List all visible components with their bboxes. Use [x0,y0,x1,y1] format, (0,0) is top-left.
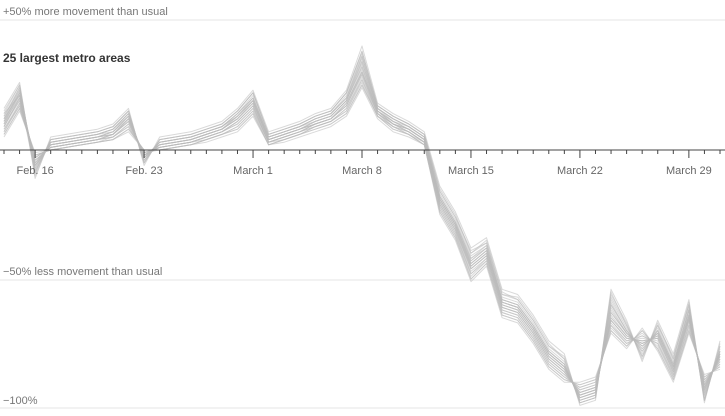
series-line [3,50,721,404]
series-line [3,71,721,393]
series-line [3,79,721,391]
axis-ticks: Feb. 16 Feb. 23 March 1 March 8 March 15 Marc… [3,150,721,177]
series-line [3,55,721,401]
series-line [3,71,721,396]
series-line [3,71,721,396]
series-group [3,45,721,406]
series-line [3,68,721,396]
tick-label: March 8 [342,165,382,177]
series-line [3,45,721,406]
tick-label: Feb. 16 [16,165,53,177]
series-line [3,74,721,393]
chart-title: 25 largest metro areas [3,51,131,65]
tick-label: March 22 [557,165,603,177]
series-line [3,66,721,399]
series-line [3,55,721,401]
series-line [3,63,721,399]
ref-label-minus-100: −100% [3,395,38,407]
series-line [3,61,721,399]
tick-label: March 1 [233,165,273,177]
series-line [3,58,721,401]
series-line [3,50,721,404]
ref-label-plus-50: +50% more movement than usual [3,6,168,18]
series-line [3,53,721,404]
series-line [3,66,721,396]
tick-label: March 29 [666,165,712,177]
series-line [3,81,721,388]
series-line [3,79,721,388]
series-line [3,74,721,393]
tick-label: March 15 [448,165,494,177]
tick-label: Feb. 23 [125,165,162,177]
series-line [3,61,721,399]
ref-label-minus-50: −50% less movement than usual [3,266,162,278]
